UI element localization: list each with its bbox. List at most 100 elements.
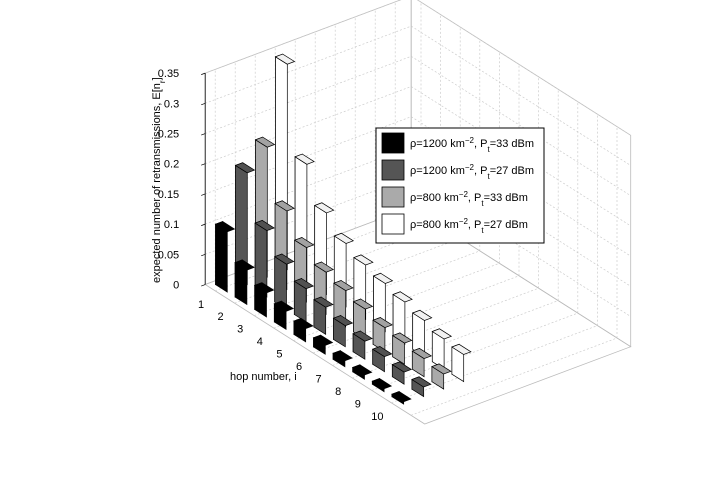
legend-swatch	[381, 132, 405, 154]
bar-top-face	[372, 272, 394, 284]
bar-top-face	[294, 153, 315, 165]
bar	[351, 364, 373, 380]
z-tick-label: 0.05	[158, 249, 179, 261]
z-tick-label: 0.3	[164, 98, 179, 110]
bar-front-face	[215, 223, 228, 293]
hop-tick-label: 7	[316, 373, 322, 385]
bar-top-face	[234, 259, 255, 271]
z-tick-label: 0.1	[164, 219, 179, 231]
bar	[371, 377, 393, 393]
bar	[451, 343, 472, 383]
bar-top-face	[431, 363, 452, 375]
bar-top-face	[352, 298, 374, 310]
bar	[273, 253, 295, 311]
bar-top-face	[392, 291, 413, 303]
bar-top-face	[312, 334, 334, 346]
bar	[372, 272, 394, 333]
bar-top-face	[214, 221, 236, 233]
bar-top-face	[293, 318, 314, 329]
bar-top-face	[274, 200, 295, 212]
bar-top-face	[351, 364, 373, 376]
hop-tick-label: 8	[335, 386, 341, 398]
z-gridline	[205, 25, 631, 166]
bar-top-face	[391, 391, 412, 403]
floor-gridline	[293, 262, 500, 341]
bar-top-face	[332, 315, 354, 327]
hop-tick-label: 5	[276, 349, 282, 361]
z-gridline	[205, 176, 631, 317]
hop-tick-label: 10	[371, 411, 383, 423]
z-tick-label: 0.35	[158, 68, 179, 80]
legend-swatch	[381, 213, 405, 235]
bar-top-face	[274, 53, 296, 65]
bar	[254, 219, 275, 298]
legend-entry: ρ=1200 km−2, Pt=27 dBm	[410, 163, 534, 181]
bar	[332, 350, 353, 368]
z-gridline	[205, 146, 631, 287]
ticks-layer: 0 0.05 0.1 0.15 0.2 0.25 0.3 0.35 1 2 3 4 5 6 7 8 9 10	[158, 68, 384, 423]
floor-gridline	[410, 337, 618, 416]
bar	[234, 259, 255, 306]
legend: ρ=1200 km−2, Pt=33 dBm ρ=1200 km−2, Pt=27…	[375, 127, 545, 244]
bar-top-face	[391, 332, 413, 344]
floor-gridline	[214, 213, 422, 292]
z-tick-label: 0.15	[158, 189, 179, 201]
floor-gridline	[352, 300, 559, 379]
bar	[293, 277, 315, 323]
z-tick-mark	[201, 102, 206, 106]
bar-top-face	[273, 253, 295, 265]
bar	[391, 332, 413, 365]
z-axis-label: expected number of retransmissions, E[nr…	[151, 77, 167, 283]
bar-top-face	[411, 376, 432, 388]
bar-top-face	[431, 328, 453, 340]
bar-top-face	[254, 220, 275, 231]
bar-top-face	[234, 162, 256, 174]
floor-gridline	[391, 325, 598, 404]
hop-tick-label: 1	[198, 299, 204, 311]
floor-gridline	[371, 312, 578, 391]
bar-top-face	[411, 348, 433, 359]
x-axis-label: hop number, i	[230, 371, 297, 383]
hop-tick-label: 3	[237, 324, 243, 336]
bar	[372, 316, 393, 353]
legend-entry: ρ=1200 km−2, Pt=33 dBm	[410, 136, 534, 154]
bar	[411, 376, 432, 398]
legend-entry: ρ=800 km−2, Pt=27 dBm	[410, 217, 528, 235]
bar-top-face	[273, 300, 295, 312]
hop-tick-label: 4	[257, 336, 263, 348]
bar	[253, 282, 275, 318]
bar	[431, 363, 452, 390]
z-tick-mark	[201, 193, 206, 196]
z-tick-mark	[201, 72, 206, 75]
bar	[273, 300, 295, 331]
bar	[332, 314, 354, 348]
bar	[411, 347, 433, 378]
bar-top-face	[411, 309, 433, 321]
z-tick-label: 0.25	[158, 129, 179, 141]
z-tick-mark	[201, 163, 206, 166]
bar-top-face	[293, 237, 315, 248]
bar	[391, 361, 413, 385]
bar-top-face	[333, 232, 355, 244]
bar-top-face	[451, 343, 472, 355]
bar-top-face	[253, 282, 275, 294]
bar-top-face	[313, 296, 334, 308]
bars-layer	[214, 53, 472, 405]
bar-top-face	[332, 350, 353, 362]
bar-top-face	[371, 378, 393, 390]
bar	[391, 390, 412, 405]
bar-top-face	[352, 330, 373, 342]
bar	[371, 345, 393, 373]
hop-tick-label: 9	[355, 398, 361, 410]
legend-swatch	[381, 159, 405, 181]
z-gridline	[205, 55, 631, 196]
bar	[293, 317, 314, 343]
z-gridline	[205, 0, 631, 136]
bar-top-face	[371, 346, 393, 357]
z-tick-label: 0.2	[164, 159, 179, 171]
z-tick-mark	[201, 223, 206, 226]
legend-swatch	[381, 186, 405, 208]
floor-gridline	[332, 287, 539, 366]
